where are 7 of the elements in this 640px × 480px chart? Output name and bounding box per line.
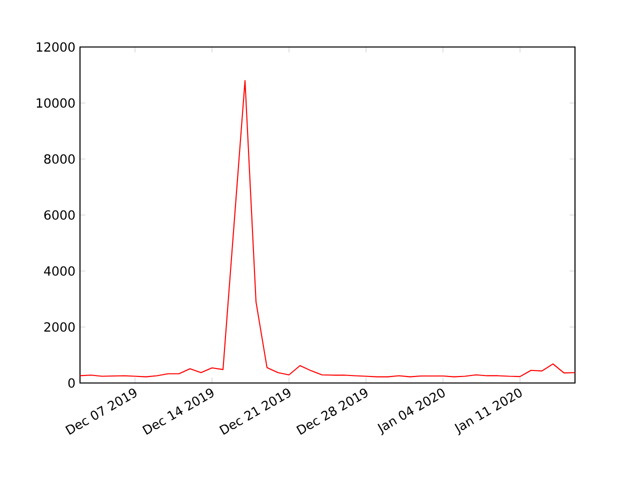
y-tick-label: 0 [68, 378, 75, 388]
y-tick-label: 12000 [36, 42, 75, 52]
y-tick-label: 2000 [44, 322, 75, 332]
y-tick-label: 10000 [36, 98, 75, 108]
y-tick-label: 8000 [44, 154, 75, 164]
y-tick-label: 6000 [44, 210, 75, 220]
y-tick-label: 4000 [44, 266, 75, 276]
